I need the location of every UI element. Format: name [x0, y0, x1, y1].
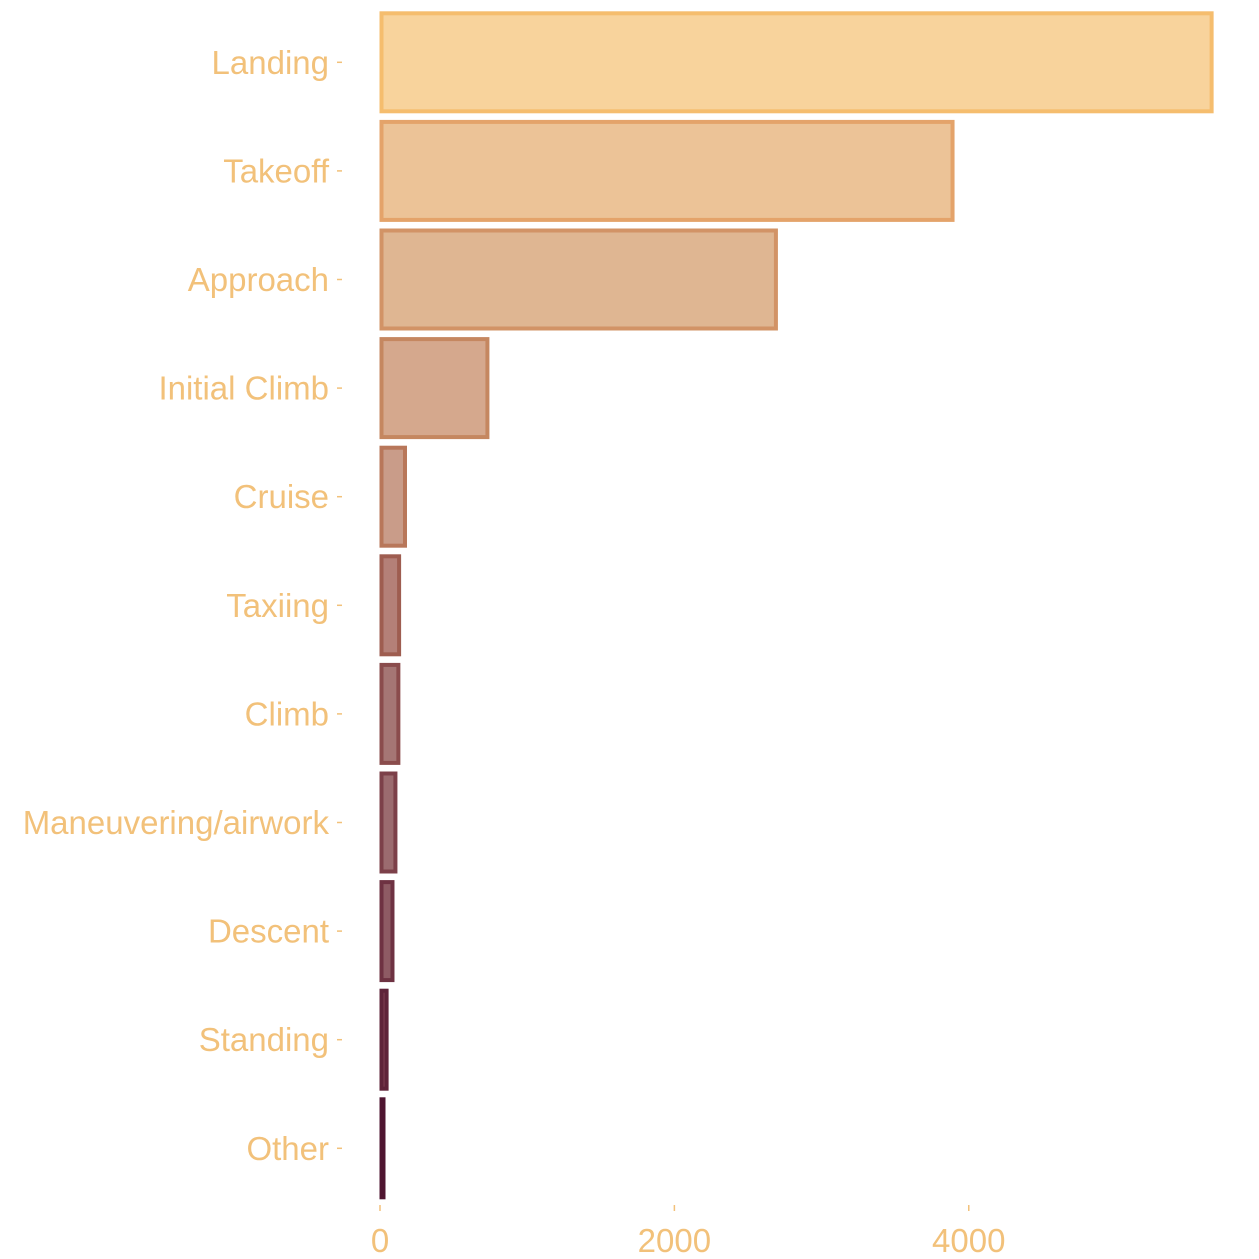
bar: [379, 880, 395, 983]
y-tick-label: Landing: [212, 44, 329, 81]
bar: [379, 337, 490, 440]
y-tick-label: Other: [246, 1130, 329, 1167]
bars-group: [379, 11, 1214, 1200]
y-tick-label: Takeoff: [223, 152, 330, 189]
y-tick-label: Climb: [245, 695, 329, 732]
bar: [379, 1097, 386, 1200]
bar: [379, 771, 398, 874]
bar: [379, 228, 778, 331]
y-tick-label: Cruise: [234, 478, 329, 515]
x-tick-label: 2000: [638, 1222, 711, 1259]
x-axis: 0 2000 4000: [371, 1205, 1005, 1259]
bar: [379, 554, 402, 657]
y-tick-label: Initial Climb: [158, 370, 329, 407]
y-tick-label: Taxiing: [226, 587, 329, 624]
bar: [379, 11, 1214, 114]
y-axis: Landing Takeoff Approach Initial Climb Cruis…: [23, 44, 342, 1167]
bar: [379, 988, 389, 1091]
y-tick-label: Approach: [188, 261, 329, 298]
x-tick-label: 0: [371, 1222, 389, 1259]
y-tick-label: Standing: [199, 1021, 329, 1058]
bar: [379, 119, 955, 222]
bar: [379, 662, 401, 765]
y-tick-label: Descent: [208, 913, 329, 950]
bar: [379, 445, 407, 548]
y-tick-label: Maneuvering/airwork: [23, 804, 330, 841]
x-tick-label: 4000: [932, 1222, 1005, 1259]
